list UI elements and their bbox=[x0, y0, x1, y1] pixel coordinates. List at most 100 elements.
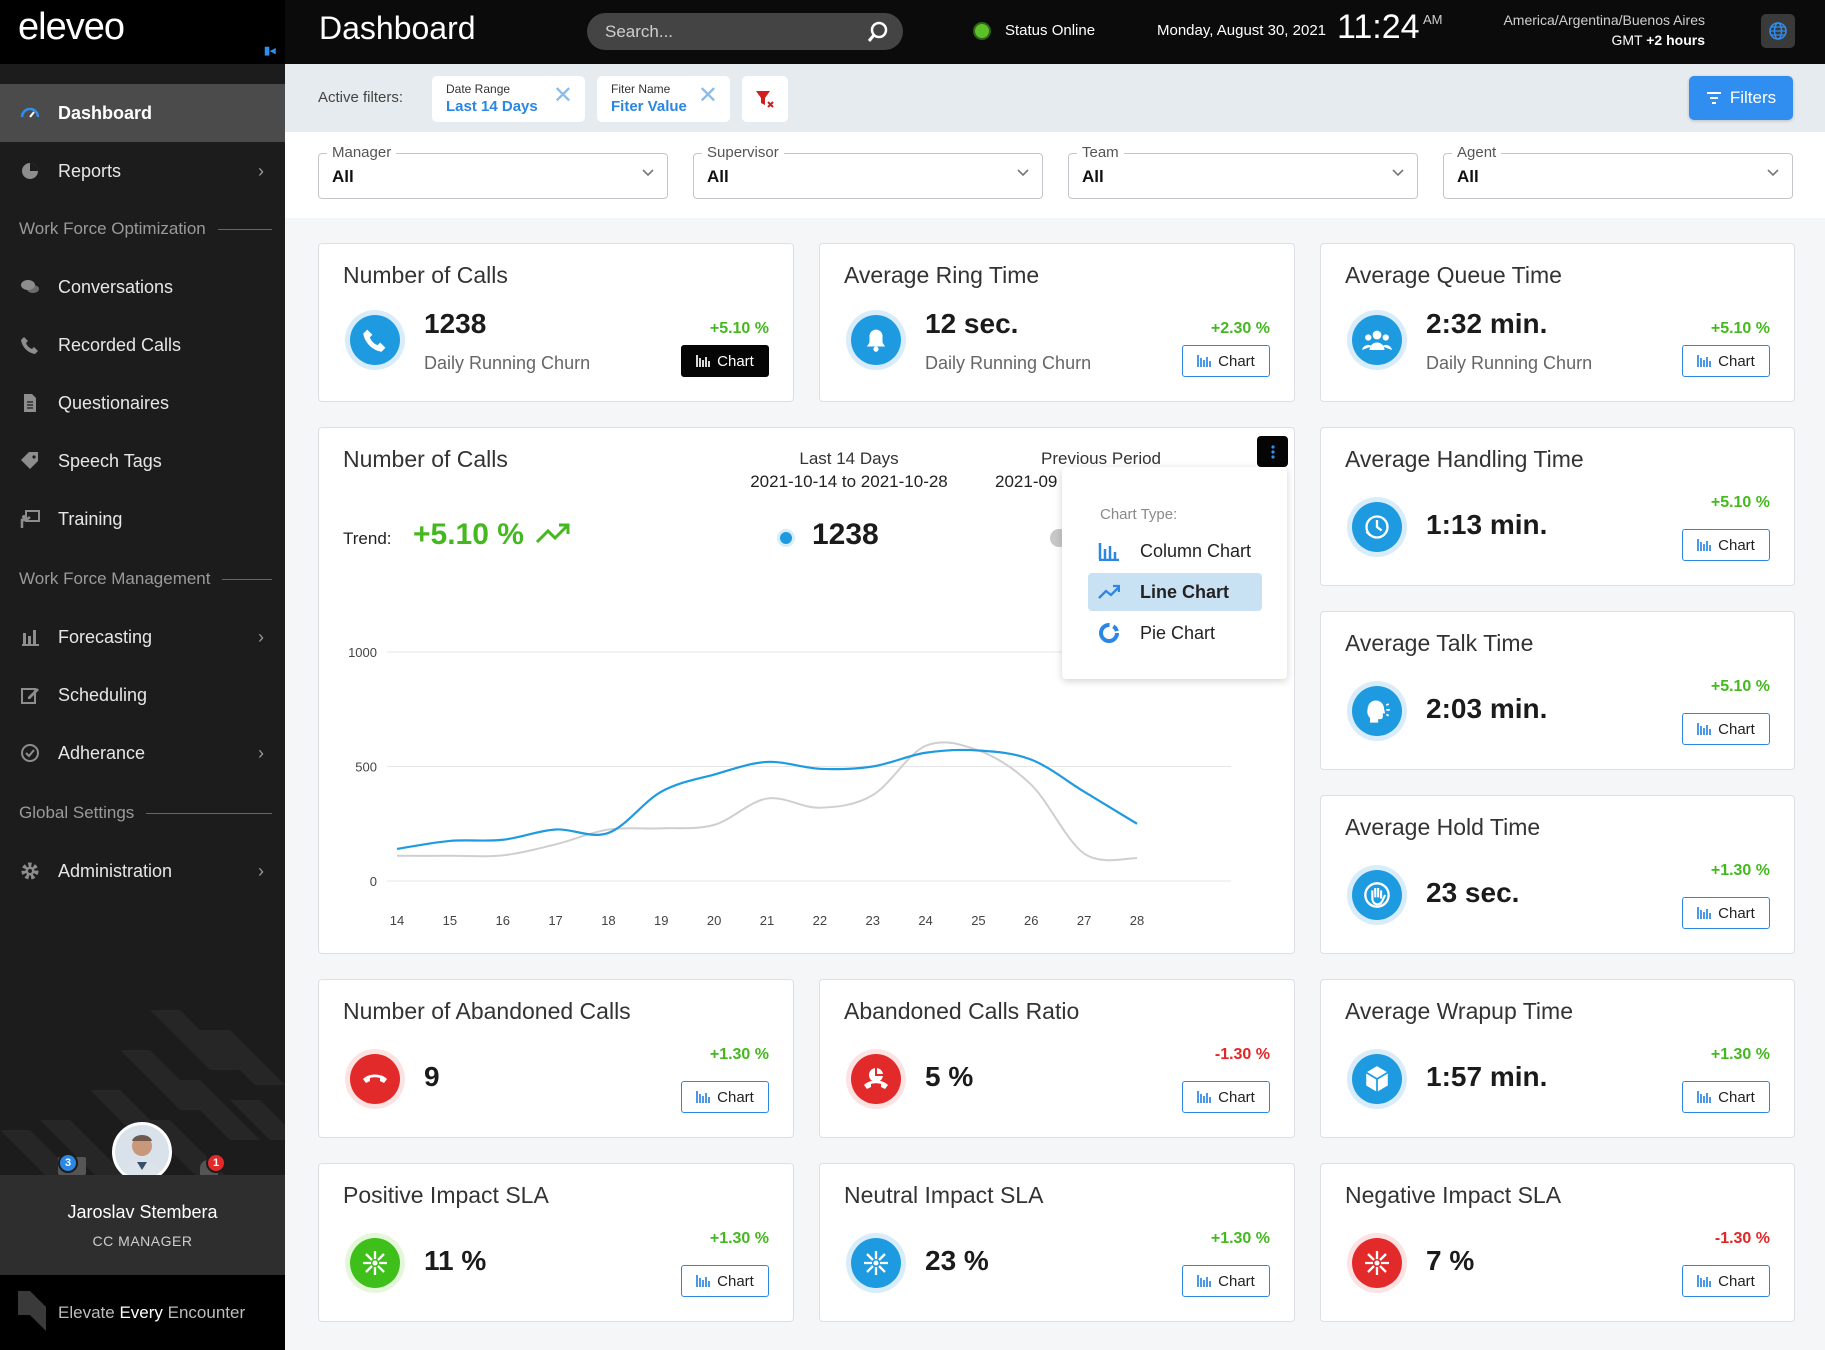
sidebar-item-forecasting[interactable]: Forecasting › bbox=[0, 608, 285, 666]
card-value: 23 % bbox=[925, 1245, 989, 1276]
tag-icon bbox=[20, 451, 40, 471]
sidebar-item-questionaires[interactable]: Questionaires bbox=[0, 374, 285, 432]
chart-button[interactable]: Chart bbox=[1182, 1081, 1270, 1113]
hang-up-icon bbox=[345, 1049, 405, 1109]
card-change: +1.30 % bbox=[1710, 1046, 1770, 1063]
select-label: Agent bbox=[1452, 144, 1502, 161]
chart-button[interactable]: Chart bbox=[1682, 897, 1770, 929]
close-icon[interactable]: ✕ bbox=[697, 82, 718, 109]
sidebar-item-adherance[interactable]: Adherance › bbox=[0, 724, 285, 782]
chart-button-label: Chart bbox=[717, 1272, 754, 1290]
chart-menu-button[interactable] bbox=[1257, 436, 1288, 467]
agent-select[interactable]: Agent All bbox=[1443, 144, 1793, 199]
chip-label: Date Range bbox=[446, 82, 511, 96]
clear-filters-button[interactable] bbox=[742, 76, 788, 122]
series-line-current bbox=[396, 748, 1138, 851]
select-value: All bbox=[707, 167, 729, 186]
search-icon[interactable] bbox=[867, 21, 889, 43]
filters-button[interactable]: Filters bbox=[1689, 76, 1793, 120]
team-icon bbox=[1347, 310, 1407, 370]
sidebar-item-scheduling[interactable]: Scheduling bbox=[0, 666, 285, 724]
avatar[interactable] bbox=[112, 1122, 172, 1175]
chevron-down-icon bbox=[642, 169, 654, 177]
bar-chart-icon bbox=[1697, 723, 1712, 735]
menu-item-pie-chart[interactable]: Pie Chart bbox=[1088, 615, 1262, 651]
card-value: 5 % bbox=[925, 1061, 974, 1092]
card-change: +5.10 % bbox=[709, 320, 769, 337]
sidebar-item-label: Adherance bbox=[58, 742, 146, 763]
sidebar-item-label: Conversations bbox=[58, 276, 174, 297]
phone-icon bbox=[345, 310, 405, 370]
x-tick-label: 28 bbox=[1130, 913, 1144, 928]
menu-item-column-chart[interactable]: Column Chart bbox=[1088, 533, 1262, 569]
chart-button[interactable]: Chart bbox=[1682, 1081, 1770, 1113]
chart-button-label: Chart bbox=[1218, 352, 1255, 370]
x-tick-label: 17 bbox=[548, 913, 562, 928]
messages-badge: 3 bbox=[58, 1153, 78, 1173]
sidebar-item-recorded-calls[interactable]: Recorded Calls bbox=[0, 316, 285, 374]
sidebar-item-training[interactable]: Training bbox=[0, 490, 285, 548]
collapse-sidebar-icon[interactable]: ▮◂ bbox=[264, 45, 276, 57]
hand-stop-icon bbox=[1347, 865, 1407, 925]
chart-button-label: Chart bbox=[1718, 1088, 1755, 1106]
timezone-button[interactable] bbox=[1761, 14, 1795, 48]
bar-chart-icon bbox=[1697, 1091, 1712, 1103]
chart-button[interactable]: Chart bbox=[1682, 1265, 1770, 1297]
chart-button-label: Chart bbox=[1718, 720, 1755, 738]
card-title: Average Talk Time bbox=[1345, 630, 1534, 656]
card-change: +2.30 % bbox=[1210, 320, 1270, 337]
card-value: 2:32 min. bbox=[1426, 308, 1548, 339]
filter-chip-filter-name[interactable]: Fiter Name Fiter Value ✕ bbox=[597, 76, 730, 122]
chart-button[interactable]: Chart bbox=[681, 1081, 769, 1113]
bar-chart-icon bbox=[1697, 1275, 1712, 1287]
chip-value: Fiter Value bbox=[611, 98, 687, 115]
sidebar-item-administration[interactable]: Administration › bbox=[0, 842, 285, 900]
period1-label: Last 14 Days bbox=[799, 449, 899, 468]
chart-button[interactable]: Chart bbox=[1682, 713, 1770, 745]
sidebar-item-conversations[interactable]: Conversations bbox=[0, 258, 285, 316]
filter-chip-date-range[interactable]: Date Range Last 14 Days ✕ bbox=[432, 76, 585, 122]
card-value: 11 % bbox=[424, 1245, 487, 1276]
menu-item-label: Line Chart bbox=[1140, 581, 1230, 602]
active-filters-label: Active filters: bbox=[318, 89, 404, 106]
chart-button[interactable]: Chart bbox=[1682, 345, 1770, 377]
search-placeholder: Search... bbox=[605, 22, 674, 41]
card-title: Neutral Impact SLA bbox=[844, 1182, 1044, 1208]
chart-button[interactable]: Chart bbox=[681, 345, 769, 377]
card-title: Abandoned Calls Ratio bbox=[844, 998, 1080, 1024]
x-tick-label: 20 bbox=[707, 913, 721, 928]
select-label: Team bbox=[1077, 144, 1124, 161]
card-value: 23 sec. bbox=[1426, 877, 1520, 908]
trend-up-icon bbox=[535, 523, 570, 544]
select-value: All bbox=[1082, 167, 1104, 186]
x-tick-label: 18 bbox=[601, 913, 615, 928]
search-input[interactable]: Search... bbox=[587, 13, 903, 50]
section-work-force-management: Work Force Management bbox=[19, 569, 272, 589]
manager-select[interactable]: Manager All bbox=[318, 144, 668, 199]
gauge-icon bbox=[20, 103, 40, 123]
card-change: +1.30 % bbox=[1710, 862, 1770, 879]
chart-button[interactable]: Chart bbox=[681, 1265, 769, 1297]
close-icon[interactable]: ✕ bbox=[552, 82, 573, 109]
card-change: +5.10 % bbox=[1710, 678, 1770, 695]
chart-button[interactable]: Chart bbox=[1682, 529, 1770, 561]
card-title: Average Queue Time bbox=[1345, 262, 1562, 288]
chevron-right-icon: › bbox=[258, 860, 264, 881]
sidebar-item-dashboard[interactable]: Dashboard bbox=[0, 84, 285, 142]
supervisor-select[interactable]: Supervisor All bbox=[693, 144, 1043, 199]
current-date: Monday, August 30, 2021 bbox=[1157, 22, 1327, 39]
chart-button[interactable]: Chart bbox=[1182, 1265, 1270, 1297]
menu-item-line-chart[interactable]: Line Chart bbox=[1088, 573, 1262, 611]
x-tick-label: 14 bbox=[390, 913, 404, 928]
team-select[interactable]: Team All bbox=[1068, 144, 1418, 199]
pie-chart-icon bbox=[20, 161, 40, 181]
card-title: Number of Calls bbox=[343, 446, 508, 472]
user-name: Jaroslav Stembera bbox=[67, 1202, 218, 1222]
card-title: Number of Abandoned Calls bbox=[343, 998, 631, 1024]
sidebar-item-label: Administration bbox=[58, 860, 173, 881]
sidebar-item-reports[interactable]: Reports › bbox=[0, 142, 285, 200]
sidebar-item-speech-tags[interactable]: Speech Tags bbox=[0, 432, 285, 490]
chart-button[interactable]: Chart bbox=[1182, 345, 1270, 377]
timezone-name: America/Argentina/Buenos Aires bbox=[1503, 12, 1705, 28]
chart-button-label: Chart bbox=[1718, 352, 1755, 370]
